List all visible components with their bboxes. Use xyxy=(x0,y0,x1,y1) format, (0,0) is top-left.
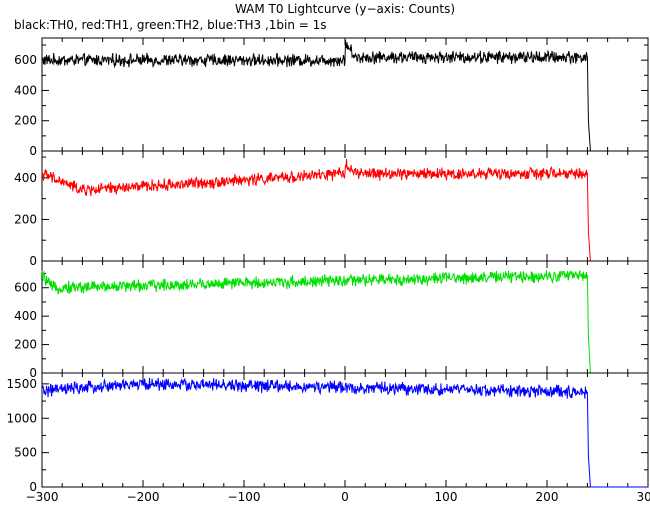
y-tick-label: 400 xyxy=(14,309,37,323)
y-tick-label: 0 xyxy=(29,254,37,268)
x-tick-label: −300 xyxy=(26,490,59,504)
series-line-th0 xyxy=(41,39,648,152)
series-line-th1 xyxy=(41,158,648,262)
y-tick-label: 0 xyxy=(29,144,37,158)
y-tick-label: 200 xyxy=(14,212,37,226)
y-tick-label: 0 xyxy=(29,480,37,494)
y-tick-label: 200 xyxy=(14,114,37,128)
y-tick-label: 600 xyxy=(14,281,37,295)
y-tick-label: 600 xyxy=(14,53,37,67)
y-tick-label: 400 xyxy=(14,171,37,185)
x-tick-label: −200 xyxy=(127,490,160,504)
chart-subtitle: black:TH0, red:TH1, green:TH2, blue:TH3 … xyxy=(14,18,327,32)
panel-th2: 0 200 400 600 xyxy=(14,260,649,380)
panels-group: 0 200 400 600 0 200 400 0 200 400 600 0 500 1000 1500 xyxy=(6,37,649,494)
y-tick-label: 200 xyxy=(14,338,37,352)
chart-title: WAM T0 Lightcurve (y−axis: Counts) xyxy=(235,2,455,16)
x-tick-label: −100 xyxy=(228,490,261,504)
y-tick-label: 1500 xyxy=(6,377,37,391)
series-line-th3 xyxy=(41,377,648,488)
y-tick-label: 500 xyxy=(14,446,37,460)
panel-th0: 0 200 400 600 xyxy=(14,37,649,158)
y-tick-label: 0 xyxy=(29,366,37,380)
series-line-th2 xyxy=(41,269,648,374)
y-tick-label: 1000 xyxy=(6,411,37,425)
x-tick-label: 300 xyxy=(637,490,650,504)
panel-th3: 0 500 1000 1500 xyxy=(6,372,649,494)
x-tick-label: 100 xyxy=(435,490,458,504)
x-axis: −300 −200 −100 0 100 200 300 xyxy=(26,490,650,504)
y-tick-label: 400 xyxy=(14,83,37,97)
panel-frame xyxy=(41,260,649,374)
x-tick-label: 0 xyxy=(341,490,349,504)
panel-th1: 0 200 400 xyxy=(14,150,649,268)
x-tick-label: 200 xyxy=(536,490,559,504)
